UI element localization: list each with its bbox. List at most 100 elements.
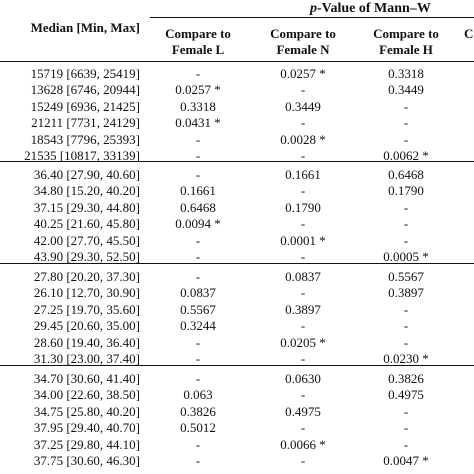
median-cell: 21535 [10817, 33139] (24, 148, 140, 163)
cmp-n-cell: 0.1661 (285, 167, 321, 182)
cmp-n-header-line1: Compare to (270, 26, 336, 41)
group-divider (0, 161, 474, 162)
cmp-n-cell: 0.0205 * (280, 334, 326, 350)
cmp-h-cell: 0.0062 * (383, 148, 429, 163)
cmp-l-cell: - (195, 232, 201, 248)
cmp-l-cell: - (195, 351, 201, 366)
cmp-l-cell: - (195, 371, 201, 386)
cmp-l-cell: 0.0837 (180, 285, 216, 301)
median-cell: 18543 [7796, 25393] (30, 131, 140, 147)
cmp-n-cell: 0.3897 (285, 301, 321, 317)
cmp-l-cell: 0.6468 (180, 199, 216, 215)
median-cell: 42.00 [27.70, 45.50] (33, 232, 140, 248)
cmp-h-cell: 0.6468 (388, 167, 424, 182)
median-cell: 37.15 [29.30, 44.80] (33, 199, 140, 215)
cmp-h-cell: - (403, 232, 409, 248)
cmp-n-cell: - (300, 115, 306, 131)
cmp-h-header-line1: Compare to (373, 26, 439, 41)
cmp-n-cell: - (300, 82, 306, 98)
pvalue-title: -Value of Mann–W (317, 1, 431, 16)
cmp-n-cell: - (300, 318, 306, 334)
cmp-l-cell: 0.5012 (180, 420, 216, 436)
cmp-h-cell: 0.0230 * (383, 351, 429, 366)
median-cell: 15249 [6936, 21425] (30, 98, 140, 114)
cmp-h-cell: - (403, 318, 409, 334)
cmp-l-cell: - (195, 334, 201, 350)
median-cell: 34.75 [25.80, 40.20] (33, 403, 140, 419)
cmp-l-cell: 0.1661 (180, 183, 216, 199)
group-divider (0, 263, 474, 264)
cmp-h-cell: 0.3449 (388, 82, 424, 98)
cmp-n-cell: 0.0257 * (280, 66, 326, 81)
median-cell: 34.00 [22.60, 38.50] (33, 387, 140, 403)
cmp-n-cell: - (300, 351, 306, 366)
cmp-n-cell: - (300, 249, 306, 264)
cmp-l-cell: 0.5567 (180, 301, 216, 317)
cmp-h-cell: - (403, 420, 409, 436)
cmp-h-cell: 0.3318 (388, 66, 424, 81)
median-cell: 28.60 [19.40, 36.40] (33, 334, 140, 350)
cmp-h-cell: - (403, 301, 409, 317)
cmp-h-cell: 0.0005 * (383, 249, 429, 264)
cmp-n-cell: - (300, 285, 306, 301)
median-cell: 29.45 [20.60, 35.00] (33, 318, 140, 334)
group-divider (0, 365, 474, 366)
cmp-l-cell: 0.0094 * (175, 216, 221, 232)
cmp-h-cell: - (403, 131, 409, 147)
cmp-h-cell: 0.3826 (388, 371, 424, 386)
cmp-l-cell: - (195, 249, 201, 264)
median-cell: 13628 [6746, 20944] (30, 82, 140, 98)
median-cell: 31.30 [23.00, 37.40] (33, 351, 140, 366)
cmp-h-cell: 0.3897 (388, 285, 424, 301)
median-cell: 37.95 [29.40, 40.70] (33, 420, 140, 436)
cmp-l-cell: - (195, 148, 201, 163)
cmp-n-cell: 0.0837 (285, 269, 321, 284)
median-cell: 40.25 [21.60, 45.80] (33, 216, 140, 232)
cmp-n-cell: - (300, 387, 306, 403)
cmp-h-header-line2: Female H (379, 42, 433, 57)
cmp-h-cell: 0.5567 (388, 269, 424, 284)
median-cell: 27.80 [20.20, 37.30] (33, 269, 140, 284)
cmp-n-cell: 0.0028 * (280, 131, 326, 147)
cmp-n-header-line2: Female N (276, 42, 330, 57)
cmp-h-cell: - (403, 334, 409, 350)
median-cell: 43.90 [29.30, 52.50] (33, 249, 140, 264)
cmp-h-cell: - (403, 216, 409, 232)
cmp-n-cell: 0.0001 * (280, 232, 326, 248)
cmp-l-cell: - (195, 453, 201, 468)
pvalue-header: p-Value of Mann–W (310, 1, 431, 17)
cmp-n-cell: - (300, 148, 306, 163)
cmp-h-cell: 0.0047 * (383, 453, 429, 468)
median-cell: 21211 [7731, 24129] (31, 115, 140, 131)
median-cell: 15719 [6639, 25419] (30, 66, 140, 81)
cmp-h-cell: - (403, 436, 409, 452)
cmp-n-cell: 0.4975 (285, 403, 321, 419)
median-header: Median [Min, Max] (30, 20, 140, 35)
cmp-h-cell: - (403, 199, 409, 215)
median-cell: 37.25 [29.80, 44.10] (33, 436, 140, 452)
pvalue-p: p (310, 1, 317, 16)
cmp-l-cell: - (195, 131, 201, 147)
cmp-l-cell: 0.0257 * (175, 82, 221, 98)
median-cell: 34.80 [15.20, 40.20] (33, 183, 140, 199)
cmp-l-cell: 0.3826 (180, 403, 216, 419)
cmp-n-cell: - (300, 420, 306, 436)
cmp-h-cell: - (403, 403, 409, 419)
cmp-l-cell: 0.3244 (180, 318, 216, 334)
header-subrule (150, 17, 474, 18)
median-cell: 34.70 [30.60, 41.40] (33, 371, 140, 386)
cmp-n-cell: 0.1790 (285, 199, 321, 215)
cmp-l-cell: - (195, 167, 201, 182)
cmp-l-cell: - (195, 66, 201, 81)
cmp-l-cell: - (195, 269, 201, 284)
cmp-h-cell: - (403, 115, 409, 131)
cmp-l-cell: - (195, 436, 201, 452)
cmp-l-cell: 0.3318 (180, 98, 216, 114)
cmp-n-cell: 0.3449 (285, 98, 321, 114)
median-cell: 37.75 [30.60, 46.30] (33, 453, 140, 468)
median-cell: 36.40 [27.90, 40.60] (33, 167, 140, 182)
cmp-l-header-line1: Compare to (165, 26, 231, 41)
median-cell: 26.10 [12.70, 30.90] (33, 285, 140, 301)
cmp-n-cell: - (300, 453, 306, 468)
